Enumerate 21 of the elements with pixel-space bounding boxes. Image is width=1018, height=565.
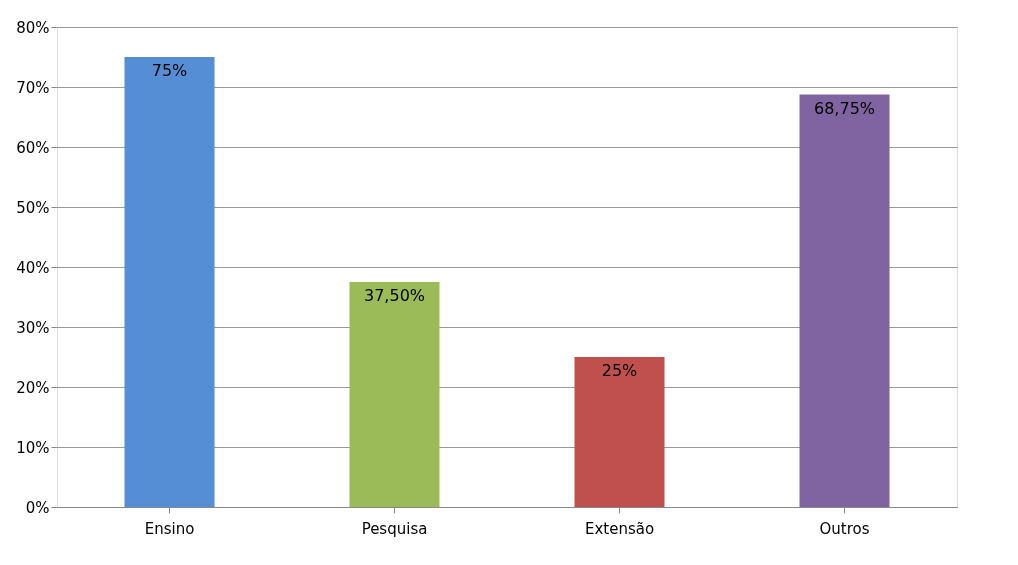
x-tick-label: Pesquisa	[361, 519, 428, 538]
data-label: 25%	[601, 361, 638, 380]
x-tick-label: Ensino	[144, 519, 195, 538]
bar	[124, 57, 215, 507]
data-label: 37,50%	[363, 286, 426, 305]
bar	[349, 282, 440, 507]
y-tick-label: 20%	[16, 378, 50, 397]
y-tick-label: 60%	[16, 138, 50, 157]
x-tick-label: Extensão	[584, 519, 655, 538]
bar	[799, 94, 890, 507]
y-tick-label: 50%	[16, 198, 50, 217]
y-tick-label: 30%	[16, 318, 50, 337]
y-tick-label: 40%	[16, 258, 50, 277]
x-tick-label: Outros	[819, 519, 870, 538]
y-tick-label: 80%	[16, 18, 50, 37]
bar	[574, 357, 665, 507]
data-label: 68,75%	[813, 98, 876, 118]
y-tick-label: 10%	[16, 438, 50, 457]
data-label: 75%	[151, 61, 188, 80]
y-tick-label: 70%	[16, 78, 50, 97]
y-tick-label: 0%	[25, 498, 50, 517]
